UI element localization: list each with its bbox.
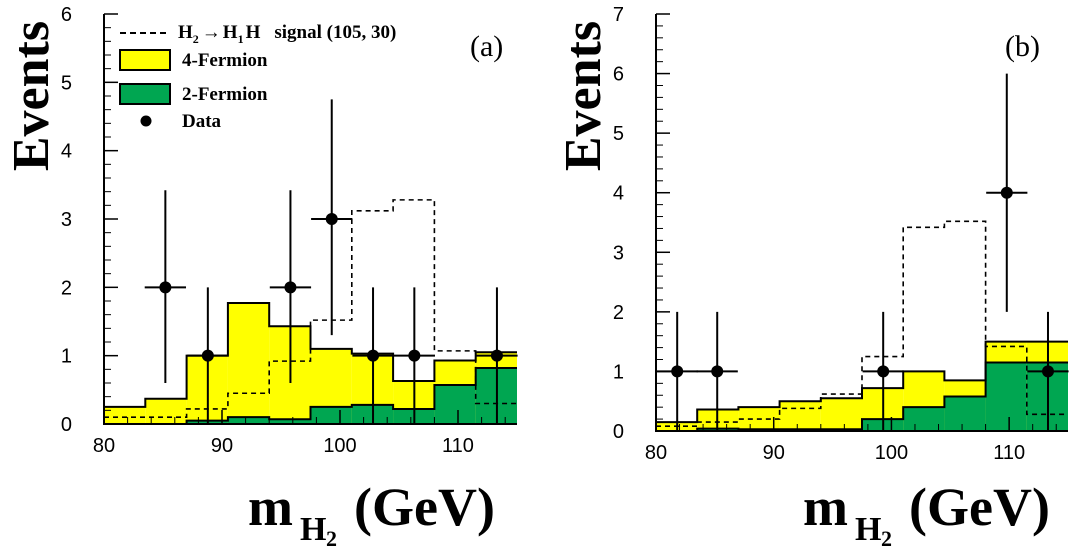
bar-2fermion [434,385,476,424]
y-tick-label: 2 [61,277,72,299]
x-label-suffix: (GeV) [354,477,495,537]
x-tick-label: 90 [211,435,233,457]
y-tick-label: 2 [613,302,624,324]
y-tick-label: 3 [613,242,624,264]
y-tick-label: 4 [61,141,72,163]
data-point [1041,365,1054,378]
legend-2fermion-label: 2-Fermion [182,84,268,105]
data-point [201,349,214,362]
panel-b-plot-area: 0 1 2 3 4 5 6 7 80 90 100 110 [613,4,1069,464]
y-tick-label: 0 [613,421,624,443]
bar-2fermion [944,396,986,431]
panel-a-x-axis-label: m H 2 (GeV) [248,477,495,550]
x-label-subscript2: 2 [326,526,337,550]
y-tick-label: 7 [613,4,624,26]
x-tick-label: 100 [875,442,908,464]
data-point [159,281,172,294]
x-tick-label: 110 [993,442,1025,464]
series-line-signal [656,220,1068,428]
y-tick-label: 5 [613,123,624,145]
y-tick-label: 1 [613,361,624,383]
bar-4fermion [104,406,146,424]
y-tick-label: 6 [61,4,72,26]
data-point [367,349,380,362]
x-tick-label: 80 [645,442,667,464]
data-point [671,365,684,378]
y-tick-label: 3 [61,209,72,231]
y-tick-label: 4 [613,183,624,205]
bar-2fermion [269,419,311,424]
x-tick-label: 90 [763,442,785,464]
panel-a-plot-area: 0 1 2 3 4 5 6 80 90 100 110 [61,4,518,457]
panel-b-x-axis-label: m H 2 (GeV) [803,477,1050,550]
series-line-2fermion [656,361,1068,432]
bar-4fermion [145,398,187,424]
data-point [877,365,890,378]
data-point [1000,186,1013,199]
panel-a-label: (a) [470,30,503,63]
bar-4fermion [779,401,821,431]
bar-2fermion [903,407,945,431]
x-label-prefix: m [248,477,293,537]
series-line-4fermion [104,302,517,408]
bar-4fermion [227,303,270,424]
data-point [408,349,421,362]
panel-b-y-axis-label: Events [555,21,612,171]
panel-b-label: (b) [1005,30,1040,63]
x-tick-label: 100 [323,435,356,457]
legend-2fermion-swatch [119,83,171,105]
panel-a: 0 1 2 3 4 5 6 80 90 100 110 (a) Events m H 2 (GeV)… [3,4,518,550]
x-tick-label: 110 [442,435,474,457]
y-tick-label: 5 [61,72,72,94]
bar-4fermion [820,398,862,431]
x-label-subscript: H [300,511,326,548]
legend-data-marker [140,115,152,127]
series-line-2fermion [104,366,517,425]
series-line-signal [104,199,517,418]
x-label-subscript2: 2 [881,526,892,550]
legend-4fermion-label: 4-Fermion [182,50,268,71]
data-point [325,213,338,225]
x-label-subscript: H [855,511,881,548]
bar-2fermion [227,417,270,424]
data-point [711,365,724,378]
x-tick-label: 80 [93,435,115,457]
legend-data-label: Data [182,111,222,132]
panel-b: 0 1 2 3 4 5 6 7 80 90 100 110 (b) Events m H 2 (GeV… [555,4,1069,550]
data-point [490,349,503,362]
x-label-suffix: (GeV) [909,477,1050,537]
legend-4fermion-swatch [119,49,171,71]
y-tick-label: 1 [61,346,72,368]
y-tick-label: 0 [61,414,72,436]
panel-a-y-axis-label: Events [3,21,60,171]
data-point [284,281,297,294]
y-tick-label: 6 [613,64,624,86]
x-label-prefix: m [803,477,848,537]
bar-2fermion [310,406,352,424]
bar-2fermion [985,362,1027,431]
